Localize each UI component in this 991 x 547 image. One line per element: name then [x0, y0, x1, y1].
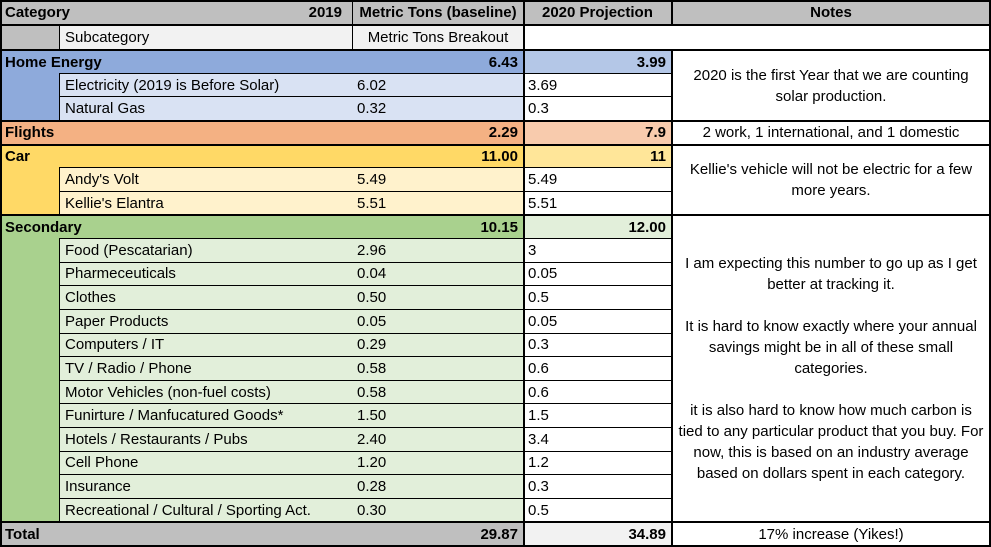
subcategory-label-cell: Food (Pescatarian) — [59, 238, 352, 262]
category-row-flights: Flights 2.29 — [2, 120, 523, 144]
subcategory-projection-cell: 3.4 — [523, 426, 673, 451]
category-row-home-energy: Home Energy 6.43 — [2, 49, 523, 73]
header-notes-cell: Notes — [673, 2, 989, 26]
total-note-cell: 17% increase (Yikes!) — [673, 521, 989, 545]
subcategory-projection-cell: 0.05 — [523, 308, 673, 333]
projection-cell-flights: 7.9 — [523, 120, 673, 144]
category-label: Home Energy — [5, 53, 102, 71]
subcategory-baseline-cell: 6.02 — [352, 72, 523, 97]
subcategory-projection-cell: 1.5 — [523, 403, 673, 427]
subcategory-label-cell: Insurance — [59, 474, 352, 498]
subcategory-baseline-cell: 0.28 — [352, 474, 523, 498]
header-category-label: Category — [5, 4, 71, 22]
subcategory-projection-cell: 0.5 — [523, 285, 673, 309]
subcategory-label-cell: Hotels / Restaurants / Pubs — [59, 426, 352, 451]
subcategory-baseline-cell: 0.58 — [352, 356, 523, 380]
subcategory-label-cell: Andy's Volt — [59, 167, 352, 191]
subcategory-baseline-cell: 5.51 — [352, 190, 523, 215]
category-baseline-value: 6.43 — [488, 53, 518, 71]
subcategory-projection-cell: 0.3 — [523, 96, 673, 121]
subcategory-baseline-cell: 0.04 — [352, 261, 523, 286]
subcategory-label-cell: TV / Radio / Phone — [59, 356, 352, 380]
note-cell-car: Kellie's vehicle will not be electric fo… — [673, 143, 989, 215]
subcategory-baseline-cell: 0.29 — [352, 332, 523, 357]
subheader-subcategory-cell: Subcategory — [59, 25, 352, 50]
category-label: Flights — [5, 124, 55, 142]
subcategory-baseline-cell: 0.58 — [352, 379, 523, 404]
subcategory-label-cell: Recreational / Cultural / Sporting Act. — [59, 497, 352, 522]
subcategory-baseline-cell: 0.05 — [352, 308, 523, 333]
note-cell-secondary: I am expecting this number to go up as I… — [673, 214, 989, 522]
note-cell-home-energy: 2020 is the first Year that we are count… — [673, 49, 989, 121]
note-cell-flights: 2 work, 1 international, and 1 domestic — [673, 120, 989, 144]
subcategory-baseline-cell: 5.49 — [352, 167, 523, 191]
category-label: Secondary — [5, 218, 82, 236]
category-baseline-value: 11.00 — [481, 147, 518, 165]
subcategory-projection-cell: 3.69 — [523, 72, 673, 97]
total-label: Total — [5, 525, 40, 543]
subcategory-projection-cell: 5.49 — [523, 167, 673, 191]
category-label: Car — [5, 147, 31, 165]
subcategory-projection-cell: 0.6 — [523, 356, 673, 380]
category-row-secondary: Secondary 10.15 — [2, 214, 523, 239]
subcategory-projection-cell: 0.5 — [523, 497, 673, 522]
subcategory-label-cell: Clothes — [59, 285, 352, 309]
category-baseline-value: 10.15 — [480, 218, 518, 236]
subcategory-label-cell: Cell Phone — [59, 450, 352, 475]
subcategory-label-cell: Kellie's Elantra — [59, 190, 352, 215]
projection-cell-home-energy: 3.99 — [523, 49, 673, 73]
subcategory-projection-cell: 0.6 — [523, 379, 673, 404]
subcategory-label-cell: Paper Products — [59, 308, 352, 333]
subcategory-label-cell: Pharmeceuticals — [59, 261, 352, 286]
subcategory-label-cell: Electricity (2019 is Before Solar) — [59, 72, 352, 97]
subcategory-label-cell: Computers / IT — [59, 332, 352, 357]
category-band-car — [2, 167, 59, 215]
subcategory-baseline-cell: 2.40 — [352, 426, 523, 451]
note-paragraph: it is also hard to know how much carbon … — [678, 402, 984, 483]
subcategory-baseline-cell: 2.96 — [352, 238, 523, 262]
subcategory-label-cell: Natural Gas — [59, 96, 352, 121]
subheader-empty-cell — [523, 25, 989, 50]
subcategory-projection-cell: 1.2 — [523, 450, 673, 475]
subheader-spacer-cell — [2, 25, 59, 50]
category-band-home-energy — [2, 72, 59, 121]
total-baseline-value: 29.87 — [480, 525, 518, 543]
header-category-cell: Category 2019 — [2, 2, 352, 26]
subcategory-baseline-cell: 0.50 — [352, 285, 523, 309]
note-paragraph: I am expecting this number to go up as I… — [685, 255, 977, 294]
subcategory-projection-cell: 0.05 — [523, 261, 673, 286]
category-baseline-value: 2.29 — [488, 124, 518, 142]
category-row-car: Car 11.00 — [2, 143, 523, 168]
header-year-label: 2019 — [308, 4, 342, 22]
subcategory-baseline-cell: 1.20 — [352, 450, 523, 475]
subcategory-baseline-cell: 0.30 — [352, 497, 523, 522]
header-baseline-cell: Metric Tons (baseline) — [352, 2, 523, 26]
total-projection-cell: 34.89 — [523, 521, 673, 545]
header-projection-cell: 2020 Projection — [523, 2, 673, 26]
projection-cell-car: 11 — [523, 143, 673, 168]
subcategory-projection-cell: 0.3 — [523, 474, 673, 498]
subcategory-label-cell: Motor Vehicles (non-fuel costs) — [59, 379, 352, 404]
subcategory-projection-cell: 5.51 — [523, 190, 673, 215]
subcategory-projection-cell: 0.3 — [523, 332, 673, 357]
note-paragraph: It is hard to know exactly where your an… — [685, 318, 977, 378]
subcategory-projection-cell: 3 — [523, 238, 673, 262]
subcategory-baseline-cell: 1.50 — [352, 403, 523, 427]
total-row: Total 29.87 — [2, 521, 523, 545]
subheader-breakout-cell: Metric Tons Breakout — [352, 25, 523, 50]
projection-cell-secondary: 12.00 — [523, 214, 673, 239]
subcategory-baseline-cell: 0.32 — [352, 96, 523, 121]
category-band-secondary — [2, 238, 59, 522]
subcategory-label-cell: Funirture / Manfucatured Goods* — [59, 403, 352, 427]
